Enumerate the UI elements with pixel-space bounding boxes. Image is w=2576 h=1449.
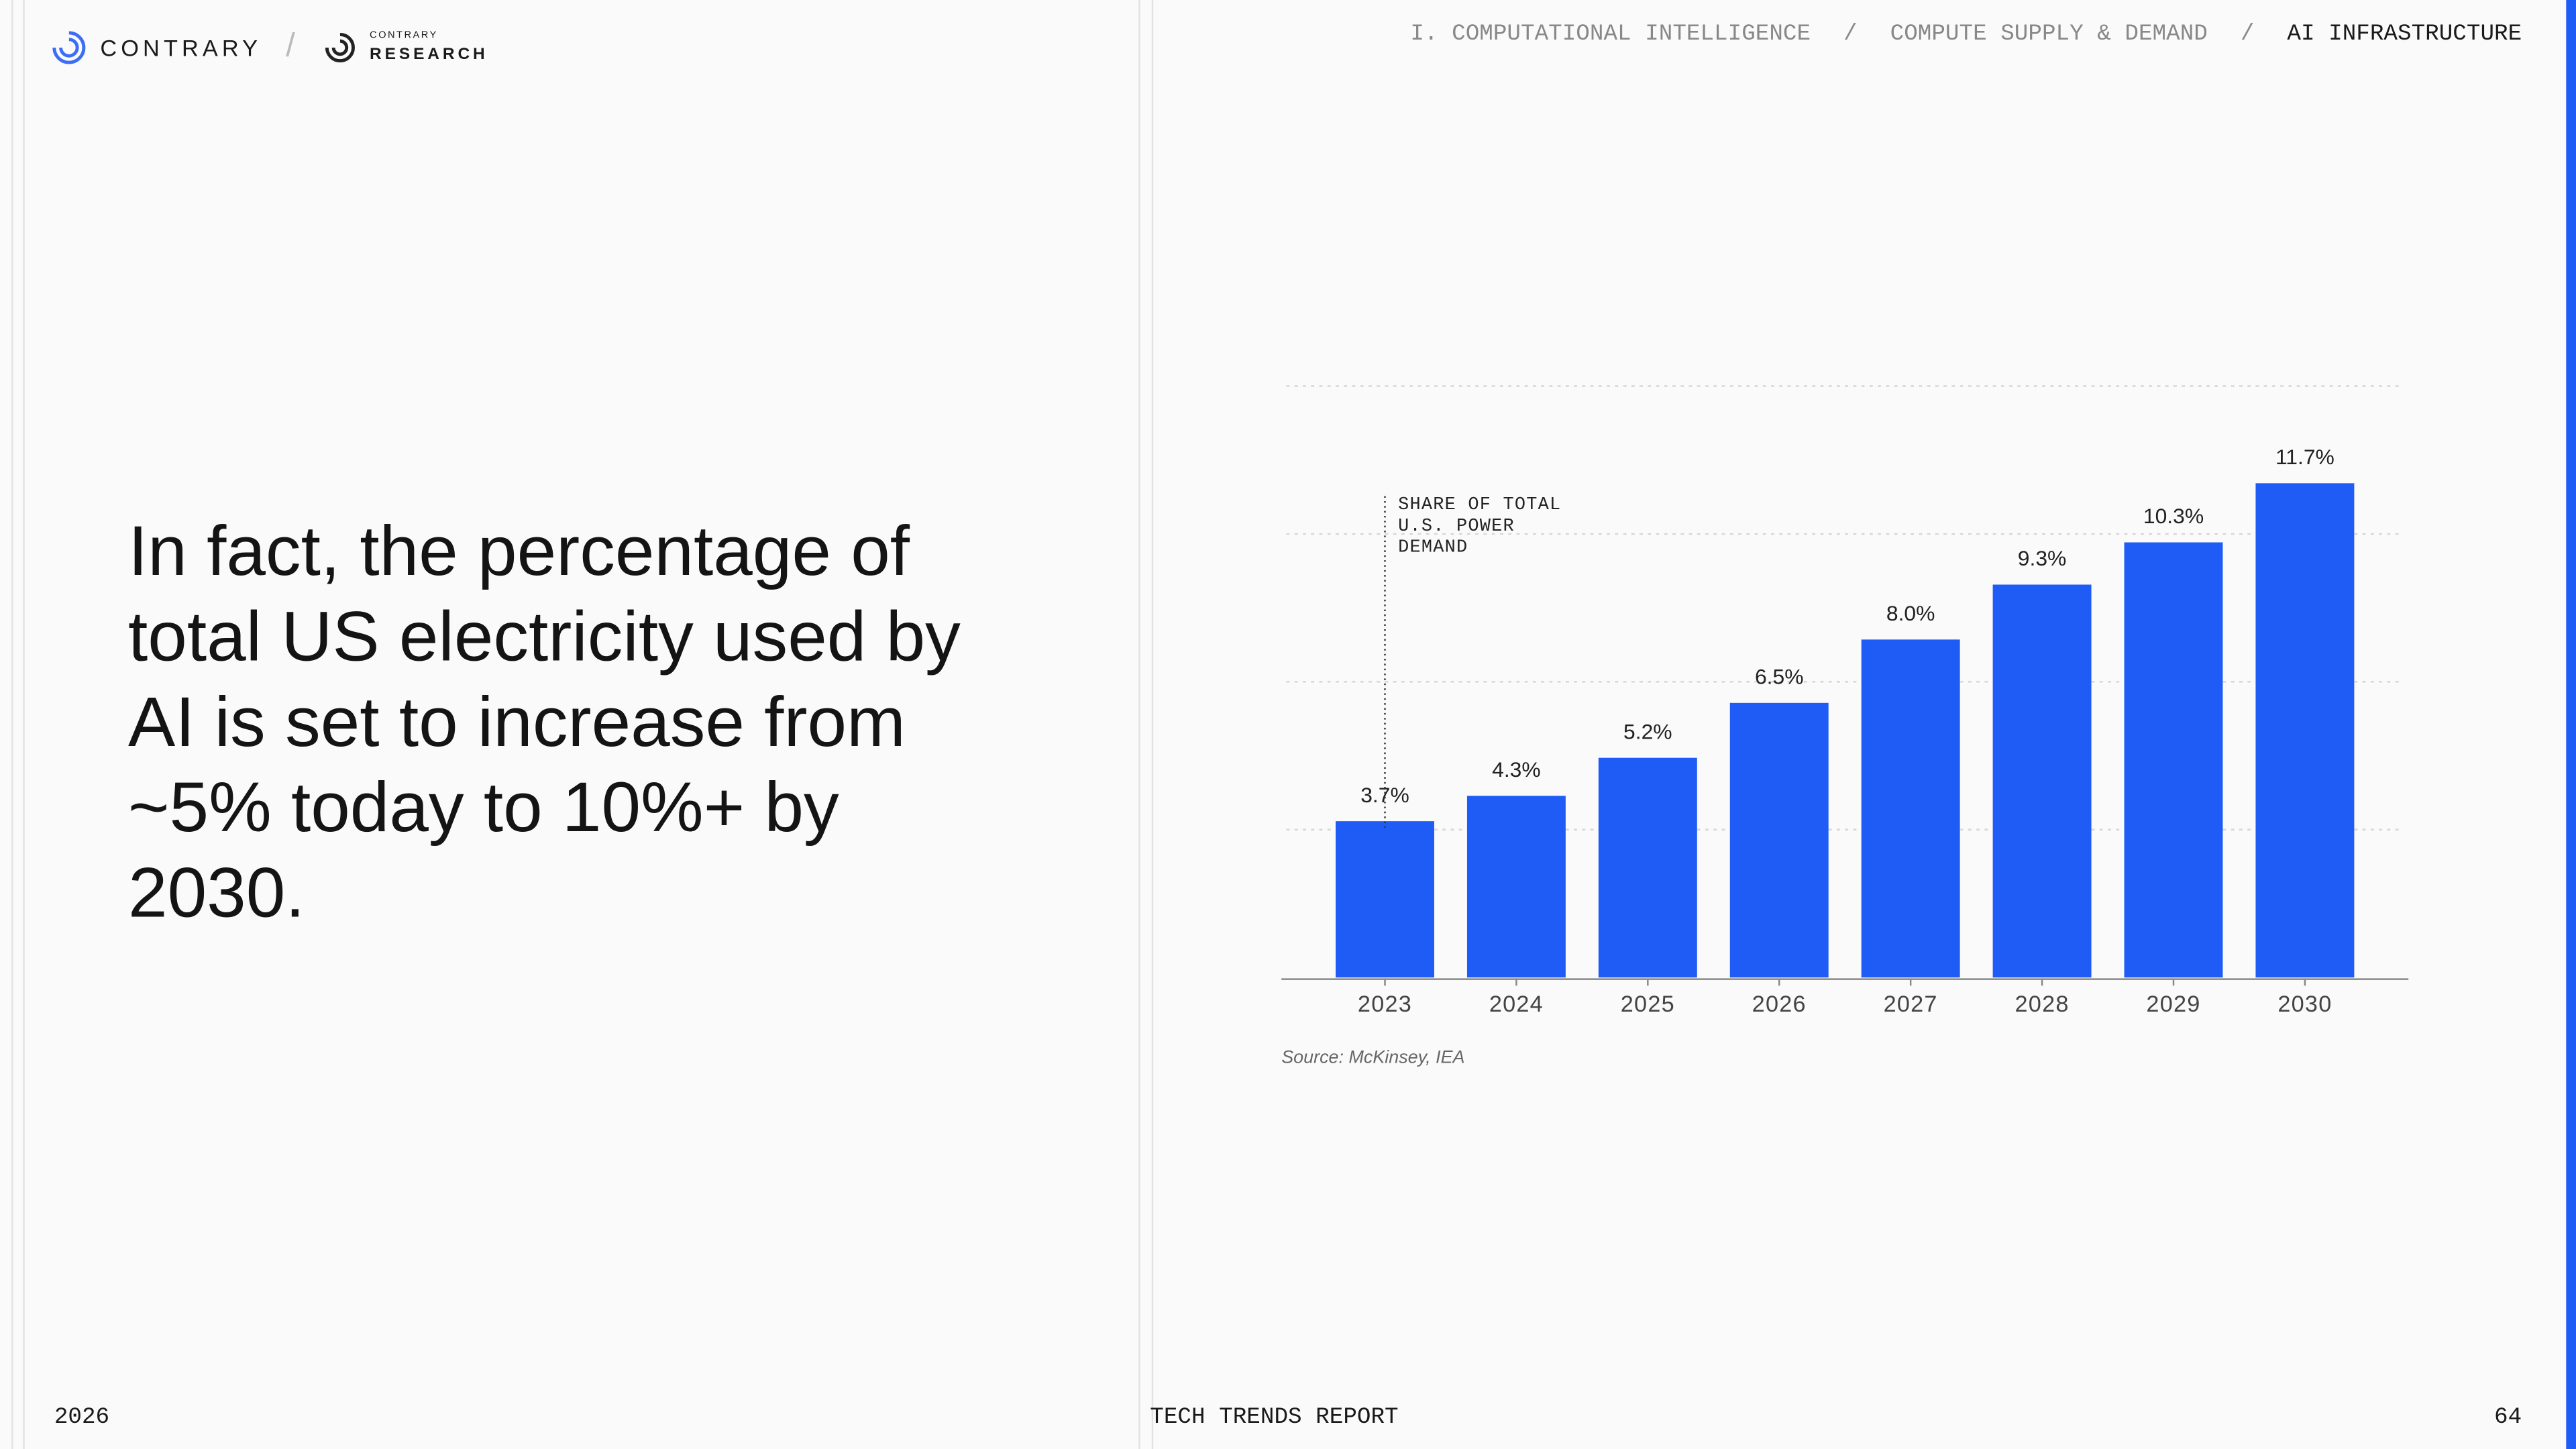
value-label: 5.2% bbox=[1623, 719, 1672, 743]
breadcrumb-item[interactable]: AI INFRASTRUCTURE bbox=[2287, 21, 2522, 48]
value-label: 10.3% bbox=[2143, 504, 2204, 528]
breadcrumb-separator: / bbox=[1843, 21, 1858, 48]
logo-icon[interactable] bbox=[51, 30, 87, 66]
bar bbox=[1598, 757, 1697, 978]
breadcrumb: I. COMPUTATIONAL INTELLIGENCE / COMPUTE … bbox=[1410, 21, 2522, 48]
annotation: SHARE OF TOTAL bbox=[1398, 495, 1561, 515]
value-label: 9.3% bbox=[2018, 546, 2067, 570]
bar bbox=[1336, 821, 1434, 978]
annotation: U.S. POWER bbox=[1398, 517, 1515, 537]
x-tick-label: 2025 bbox=[1621, 991, 1675, 1017]
border-line bbox=[23, 0, 25, 1449]
divider-line bbox=[1138, 0, 1140, 1449]
breadcrumb-item[interactable]: I. COMPUTATIONAL INTELLIGENCE bbox=[1410, 21, 1811, 48]
sub-brand[interactable]: RESEARCH bbox=[370, 46, 488, 64]
bar bbox=[2255, 483, 2355, 978]
bar bbox=[1861, 639, 1960, 978]
x-tick-label: 2027 bbox=[1884, 991, 1938, 1017]
value-label: 6.5% bbox=[1755, 664, 1804, 688]
x-tick-label: 2029 bbox=[2146, 991, 2200, 1017]
brand[interactable]: CONTRARY bbox=[100, 34, 262, 61]
breadcrumb-item[interactable]: COMPUTE SUPPLY & DEMAND bbox=[1890, 21, 2208, 48]
sub-brand-small[interactable]: CONTRARY bbox=[370, 31, 438, 42]
annotation: DEMAND bbox=[1398, 538, 1468, 558]
research-icon[interactable] bbox=[323, 32, 356, 64]
bar bbox=[1729, 702, 1829, 978]
x-tick-label: 2023 bbox=[1358, 991, 1412, 1017]
bar bbox=[1992, 584, 2092, 978]
border-line bbox=[11, 0, 13, 1449]
divider-line bbox=[1151, 0, 1154, 1449]
value-label: 8.0% bbox=[1886, 601, 1935, 625]
bar bbox=[2124, 542, 2223, 978]
source: Source: McKinsey, IEA bbox=[1281, 1046, 1464, 1067]
page-number: 64 bbox=[2494, 1404, 2522, 1432]
headline: In fact, the percentage of total US elec… bbox=[128, 513, 961, 934]
x-tick-label: 2026 bbox=[1752, 991, 1807, 1017]
footer-year: 2026 bbox=[54, 1404, 110, 1432]
x-tick-label: 2028 bbox=[2015, 991, 2070, 1017]
x-tick-label: 2030 bbox=[2277, 991, 2332, 1017]
bar bbox=[1466, 796, 1566, 978]
value-label: 4.3% bbox=[1492, 757, 1541, 782]
x-tick-label: 2024 bbox=[1489, 991, 1544, 1017]
footer-report: TECH TRENDS REPORT bbox=[1150, 1404, 1399, 1432]
value-label: 11.7% bbox=[2275, 445, 2334, 469]
brand-separator: / bbox=[286, 28, 295, 64]
accent-stripe bbox=[2566, 0, 2576, 1449]
breadcrumb-separator: / bbox=[2240, 21, 2255, 48]
